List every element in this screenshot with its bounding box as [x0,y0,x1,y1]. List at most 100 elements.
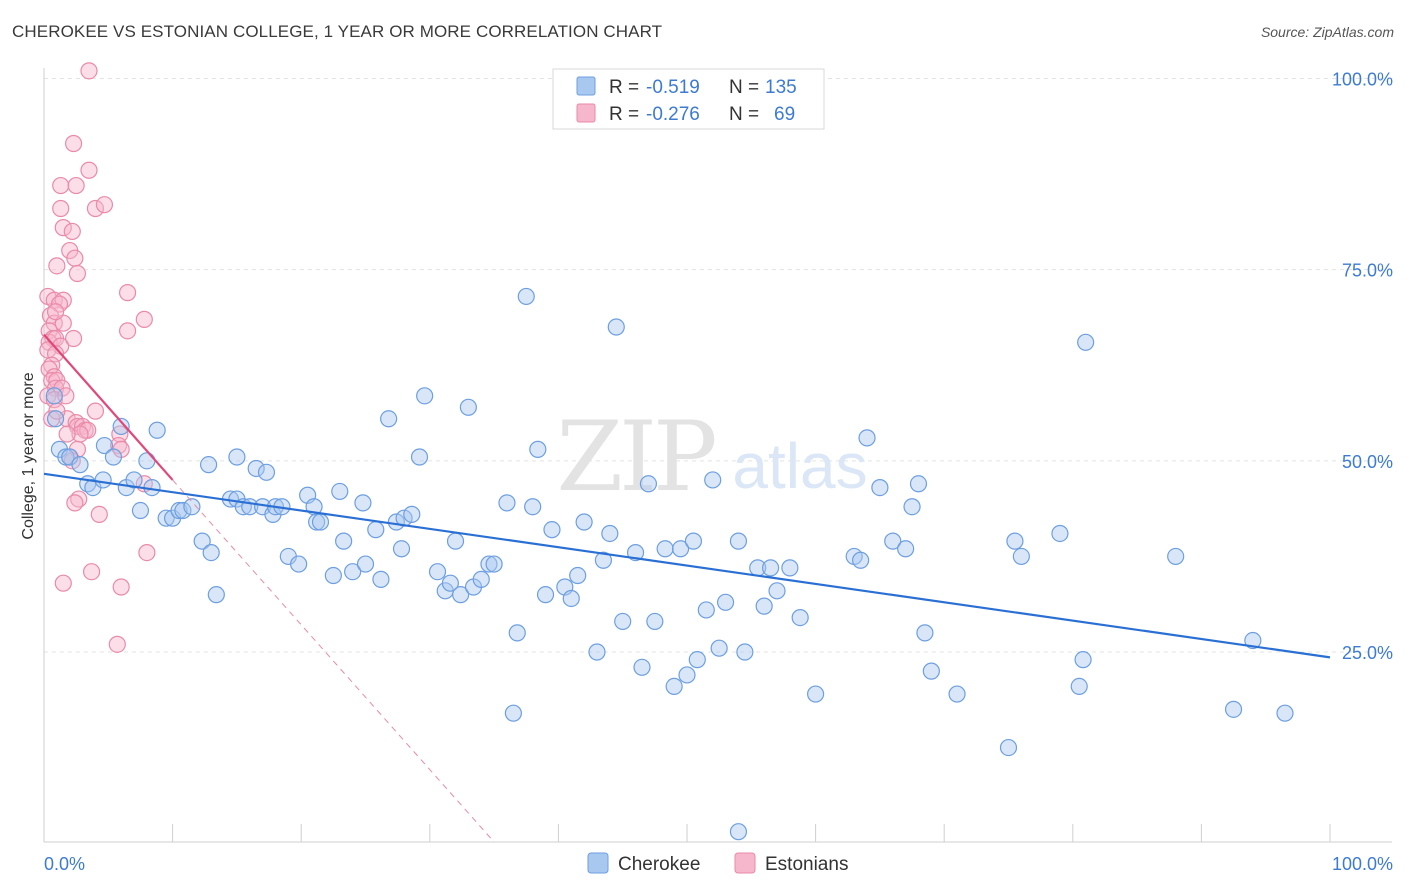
cherokee-point [157,509,175,527]
estonians-n-label: N = [729,104,759,125]
cherokee-point [729,823,748,841]
cherokee-n-label: N = [729,77,759,98]
cherokee-point [202,543,220,562]
estonians-point [52,176,70,195]
cherokee-point [684,532,703,550]
estonians-point [64,329,83,348]
cherokee-point [607,318,625,336]
cherokee-point [428,563,447,581]
cherokee-point [1167,547,1185,566]
cherokee-point [354,494,372,512]
cherokee-point [311,513,330,531]
cherokee-point [392,540,411,558]
cherokee-point [729,532,748,550]
cherokee-point [588,643,606,661]
cherokee-point [1074,651,1092,669]
y-tick-label: 50.0% [1342,452,1393,472]
cherokee-point [71,456,89,474]
cherokee-point [761,559,780,577]
cherokee-point [367,521,385,539]
cherokee-n-value: 135 [765,77,797,98]
cherokee-r-value: -0.519 [646,77,700,98]
estonians-point [118,284,137,302]
cherokee-point [665,677,683,696]
estonians-point [54,219,72,237]
cherokee-point [529,440,547,458]
cherokee-point [922,662,940,680]
cherokee-point [459,398,477,416]
cherokee-point [639,475,658,493]
estonians-point [80,161,98,179]
cherokee-point [228,448,246,466]
cherokee-point [416,387,434,405]
legend-estonians-label: Estonians [765,854,848,875]
estonians-point [58,425,76,443]
cherokee-point [504,704,522,722]
cherokee-point [441,574,459,592]
cherokee-trend-line [43,472,1331,659]
cherokee-point [410,448,429,466]
cherokee-r-label: R = [609,77,639,98]
estonians-trend-line [43,333,174,481]
cherokee-point [1070,677,1088,696]
cherokee-point [999,738,1018,757]
cherokee-point [1051,524,1069,543]
cherokee-point [909,475,928,493]
cherokee-point [308,513,326,531]
cherokee-point [257,463,276,481]
cherokee-point [193,532,211,550]
cherokee-point [858,429,876,447]
estonians-point [135,310,153,328]
cherokee-point [688,651,706,669]
cherokee-point [903,498,921,516]
cherokee-point [736,643,754,661]
cherokee-point [916,624,934,642]
cherokee-point [948,685,966,703]
cherokee-point [247,459,265,478]
cherokee-point [95,436,114,455]
estonians-point [68,264,87,283]
cherokee-point [104,448,123,466]
y-tick-label: 25.0% [1342,643,1393,663]
cherokee-point [138,452,156,470]
cherokee-point [569,566,587,585]
cherokee-point [200,456,218,474]
cherokee-point [562,589,580,608]
estonians-point [48,257,66,275]
cherokee-point [324,566,342,585]
y-axis-label: College, 1 year or more [20,372,37,539]
estonians-point [79,421,97,439]
cherokee-point [112,417,130,436]
cherokee-point [148,421,166,439]
estonians-point [52,199,70,218]
stats-legend-box [552,68,825,130]
cherokee-point [656,540,674,558]
cherokee-point [380,410,398,428]
cherokee-point [1276,704,1294,722]
cherokee-point [1006,532,1024,550]
cherokee-point [452,586,470,604]
estonians-point [66,494,84,512]
estonians-point [138,543,156,562]
estonians-point [118,322,137,340]
estonians-point [54,574,72,592]
gridlines [44,78,1392,653]
estonians-r-value: -0.276 [646,104,700,125]
cherokee-point [498,494,516,512]
cherokee-point [671,540,690,558]
cherokee-point [601,524,619,543]
cherokee-point [57,448,75,466]
estonians-point [80,62,98,80]
cherokee-point [174,501,192,520]
estonians-point [46,303,65,321]
cherokee-point [485,555,503,573]
cherokee-point [131,501,150,520]
estonians-swatch [576,103,596,123]
estonians-n-value: 69 [774,104,795,125]
legend-estonians-swatch [734,852,756,874]
cherokee-point [543,521,561,539]
cherokee-point [768,582,786,600]
source-credit: Source: ZipAtlas.com [1260,24,1394,40]
cherokee-point [403,505,421,523]
cherokee-point [614,612,632,631]
